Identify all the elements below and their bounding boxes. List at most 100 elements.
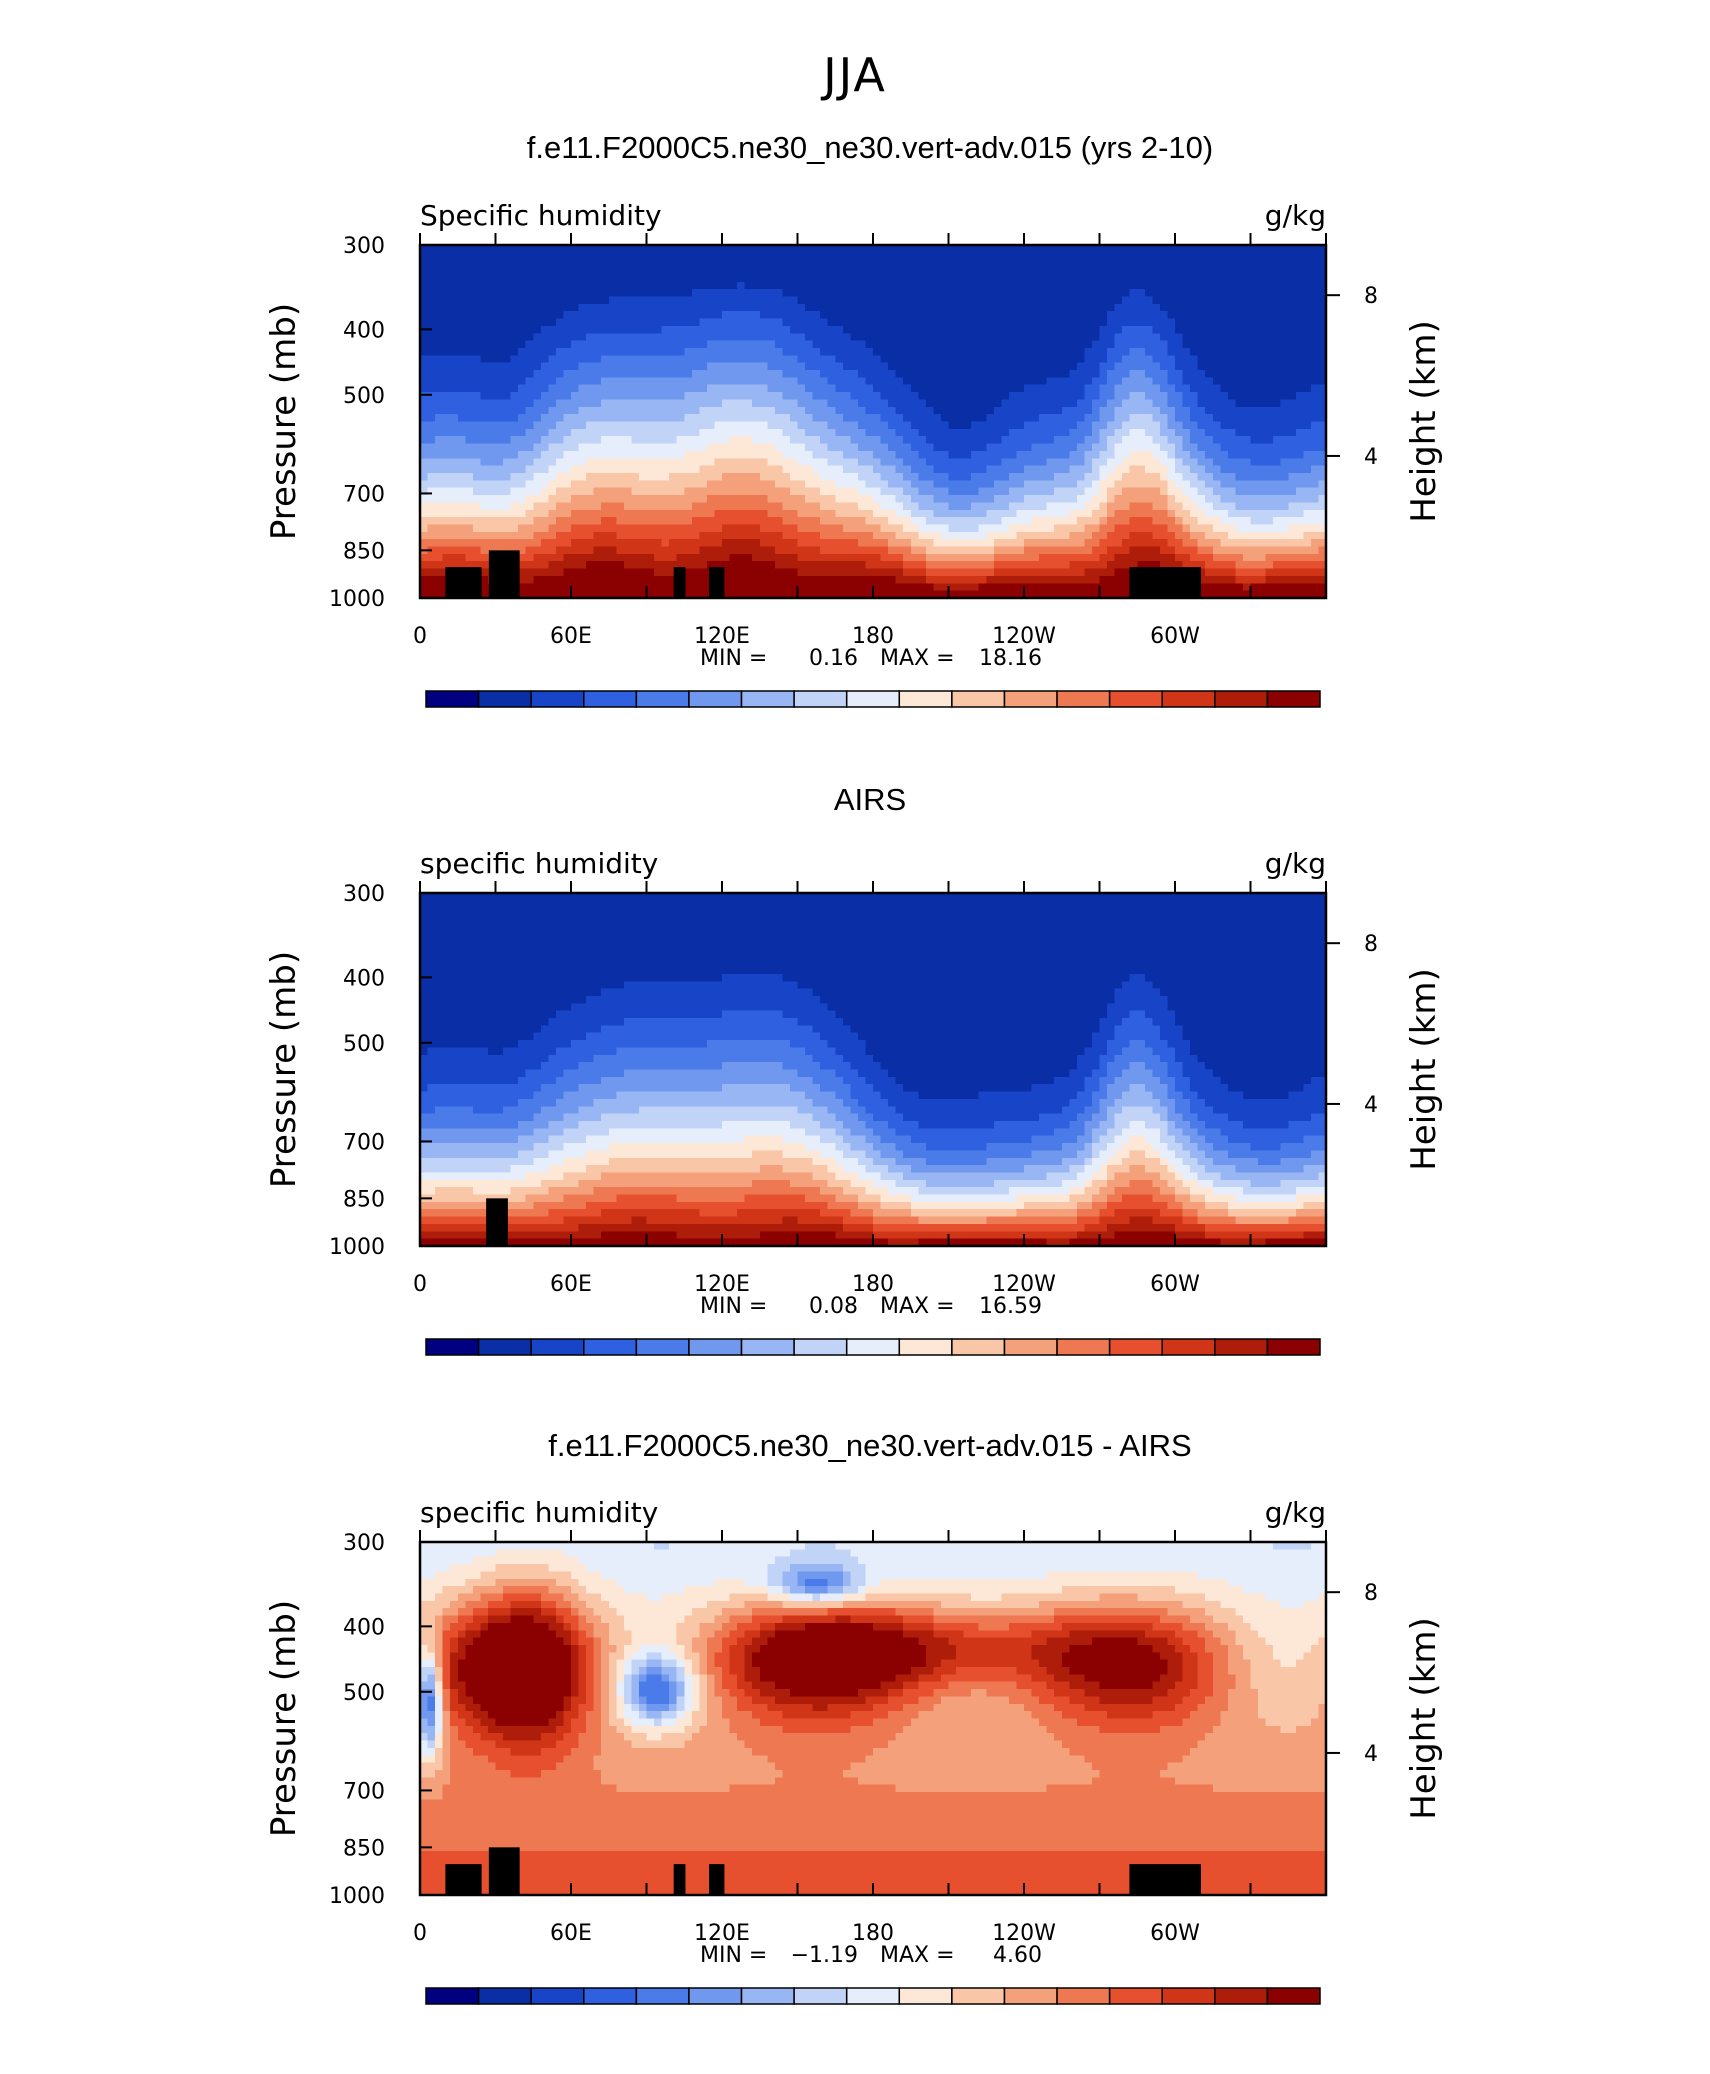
heatmap-cell [616,384,625,393]
heatmap-cell [1039,399,1048,408]
heatmap-cell [638,450,648,459]
heatmap-cell [472,450,481,459]
heatmap-cell [903,458,912,467]
heatmap-cell [1001,539,1010,548]
heatmap-cell [782,252,791,261]
heatmap-cell [1280,274,1289,283]
heatmap-cell [1144,311,1153,320]
heatmap-cell [918,509,927,518]
heatmap-cell [691,259,700,268]
heatmap-cell [631,531,640,540]
heatmap-cell [1016,509,1025,518]
heatmap-cell [759,406,768,415]
heatmap-cell [1039,311,1048,320]
heatmap-cell [1212,252,1221,261]
heatmap-cell [1318,333,1327,342]
heatmap-cell [1114,289,1123,298]
heatmap-cell [774,370,783,378]
heatmap-cell [1008,347,1018,356]
heatmap-cell [1024,524,1033,533]
heatmap-cell [1265,311,1274,320]
heatmap-cell [457,303,466,312]
heatmap-cell [1016,421,1025,430]
heatmap-cell [1182,252,1191,261]
heatmap-cell [910,539,919,548]
heatmap-cell [465,458,474,467]
heatmap-cell [1099,333,1108,342]
heatmap-cell [555,318,565,327]
heatmap-cell [1310,281,1320,290]
heatmap-cell [1175,384,1184,393]
heatmap-cell [1220,362,1229,371]
heatmap-cell [1182,370,1191,378]
heatmap-cell [435,252,444,261]
heatmap-cell [601,546,610,555]
heatmap-cell [548,546,557,555]
heatmap-cell [1197,289,1206,298]
heatmap-cell [1137,347,1146,356]
heatmap-cell [1318,406,1327,415]
heatmap-cell [691,318,700,327]
heatmap-cell [857,259,867,268]
heatmap-cell [487,524,497,533]
heatmap-cell [1008,303,1018,312]
heatmap-cell [835,289,844,298]
heatmap-cell [812,296,821,305]
heatmap-cell [1227,296,1236,305]
heatmap-cell [842,428,851,437]
heatmap-cell [661,377,670,386]
heatmap-cell [971,318,980,327]
heatmap-cell [1295,267,1304,276]
heatmap-cell [782,347,791,356]
heatmap-cell [420,384,429,393]
heatmap-cell [510,414,519,423]
heatmap-cell [706,318,716,327]
heatmap-cell [1220,347,1229,356]
heatmap-cell [706,524,716,533]
heatmap-cell [767,406,776,415]
heatmap-cell [706,245,716,253]
heatmap-cell [420,443,429,452]
heatmap-cell [903,443,912,452]
heatmap-cell [1122,414,1131,423]
heatmap-cell [903,517,912,526]
heatmap-cell [593,480,602,489]
heatmap-cell [895,539,904,548]
heatmap-cell [827,318,836,327]
heatmap-cell [518,340,527,349]
heatmap-cell [706,539,716,548]
heatmap-cell [744,340,753,349]
heatmap-cell [1310,472,1320,481]
heatmap-cell [555,311,565,320]
heatmap-cell [759,428,768,437]
heatmap-cell [1069,392,1078,401]
heatmap-cell [1175,517,1184,526]
heatmap-cell [752,524,761,533]
heatmap-cell [1016,399,1025,408]
heatmap-cell [548,450,557,459]
heatmap-cell [684,245,693,253]
heatmap-cell [993,281,1002,290]
heatmap-cell [948,245,957,253]
heatmap-cell [1016,495,1025,503]
heatmap-cell [676,399,685,408]
heatmap-cell [1137,406,1146,415]
heatmap-cell [608,362,617,371]
heatmap-cell [427,531,436,540]
heatmap-cell [435,399,444,408]
heatmap-cell [1197,524,1206,533]
heatmap-cell [1001,311,1010,320]
heatmap-cell [480,347,489,356]
heatmap-cell [1212,392,1221,401]
heatmap-cell [495,480,504,489]
heatmap-cell [1114,296,1123,305]
heatmap-cell [646,428,655,437]
heatmap-cell [1220,436,1229,445]
heatmap-cell [555,340,565,349]
heatmap-cell [465,421,474,430]
heatmap-cell [1295,377,1304,386]
heatmap-cell [661,333,670,342]
heatmap-cell [1122,509,1131,518]
heatmap-cell [646,370,655,378]
heatmap-cell [1288,487,1297,496]
